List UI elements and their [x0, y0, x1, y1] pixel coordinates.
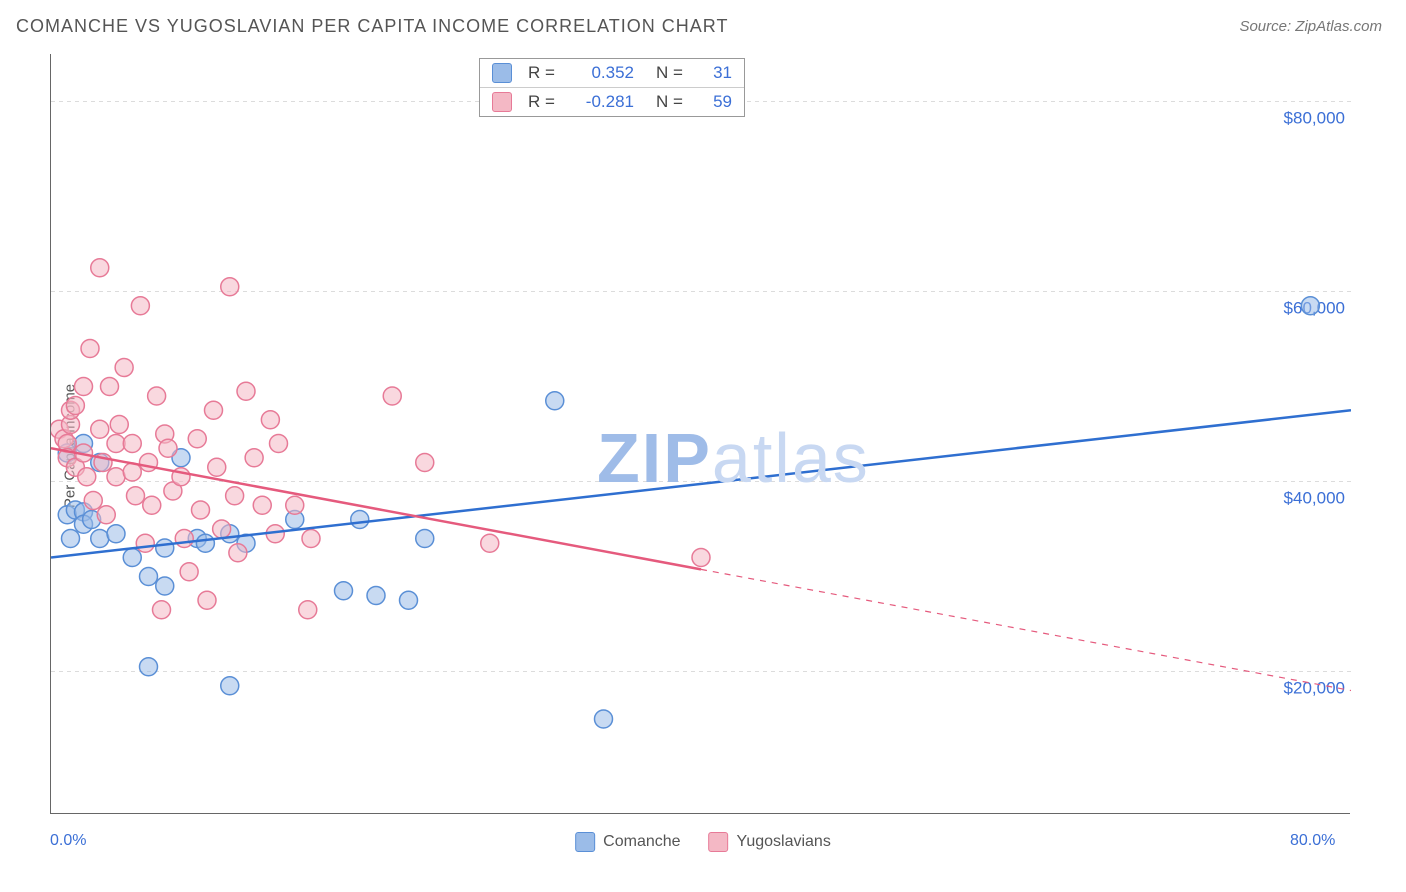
legend-label: Yugoslavians — [737, 833, 831, 850]
legend-swatch — [709, 832, 729, 852]
stat-legend-row: R =-0.281N =59 — [480, 88, 744, 116]
chart-container: COMANCHE VS YUGOSLAVIAN PER CAPITA INCOM… — [0, 0, 1406, 892]
source-label: Source: ZipAtlas.com — [1239, 18, 1382, 35]
stat-legend-row: R =0.352N =31 — [480, 59, 744, 88]
x-axis-min-label: 0.0% — [50, 832, 86, 850]
legend-swatch — [575, 832, 595, 852]
legend-swatch — [492, 92, 512, 112]
series-legend: Comanche Yugoslavians — [575, 832, 831, 852]
chart-title: COMANCHE VS YUGOSLAVIAN PER CAPITA INCOM… — [16, 16, 728, 37]
svg-text:$80,000: $80,000 — [1284, 109, 1345, 128]
legend-label: Comanche — [603, 833, 680, 850]
legend-swatch — [492, 63, 512, 83]
chart-svg: $20,000$40,000$60,000$80,000 — [51, 54, 1351, 814]
legend-item: Yugoslavians — [709, 832, 831, 852]
stat-legend: R =0.352N =31R =-0.281N =59 — [479, 58, 745, 117]
legend-item: Comanche — [575, 832, 680, 852]
x-axis-max-label: 80.0% — [1290, 832, 1335, 850]
svg-text:$40,000: $40,000 — [1284, 489, 1345, 508]
plot-area: ZIPatlas $20,000$40,000$60,000$80,000 — [50, 54, 1350, 814]
svg-text:$20,000: $20,000 — [1284, 679, 1345, 698]
